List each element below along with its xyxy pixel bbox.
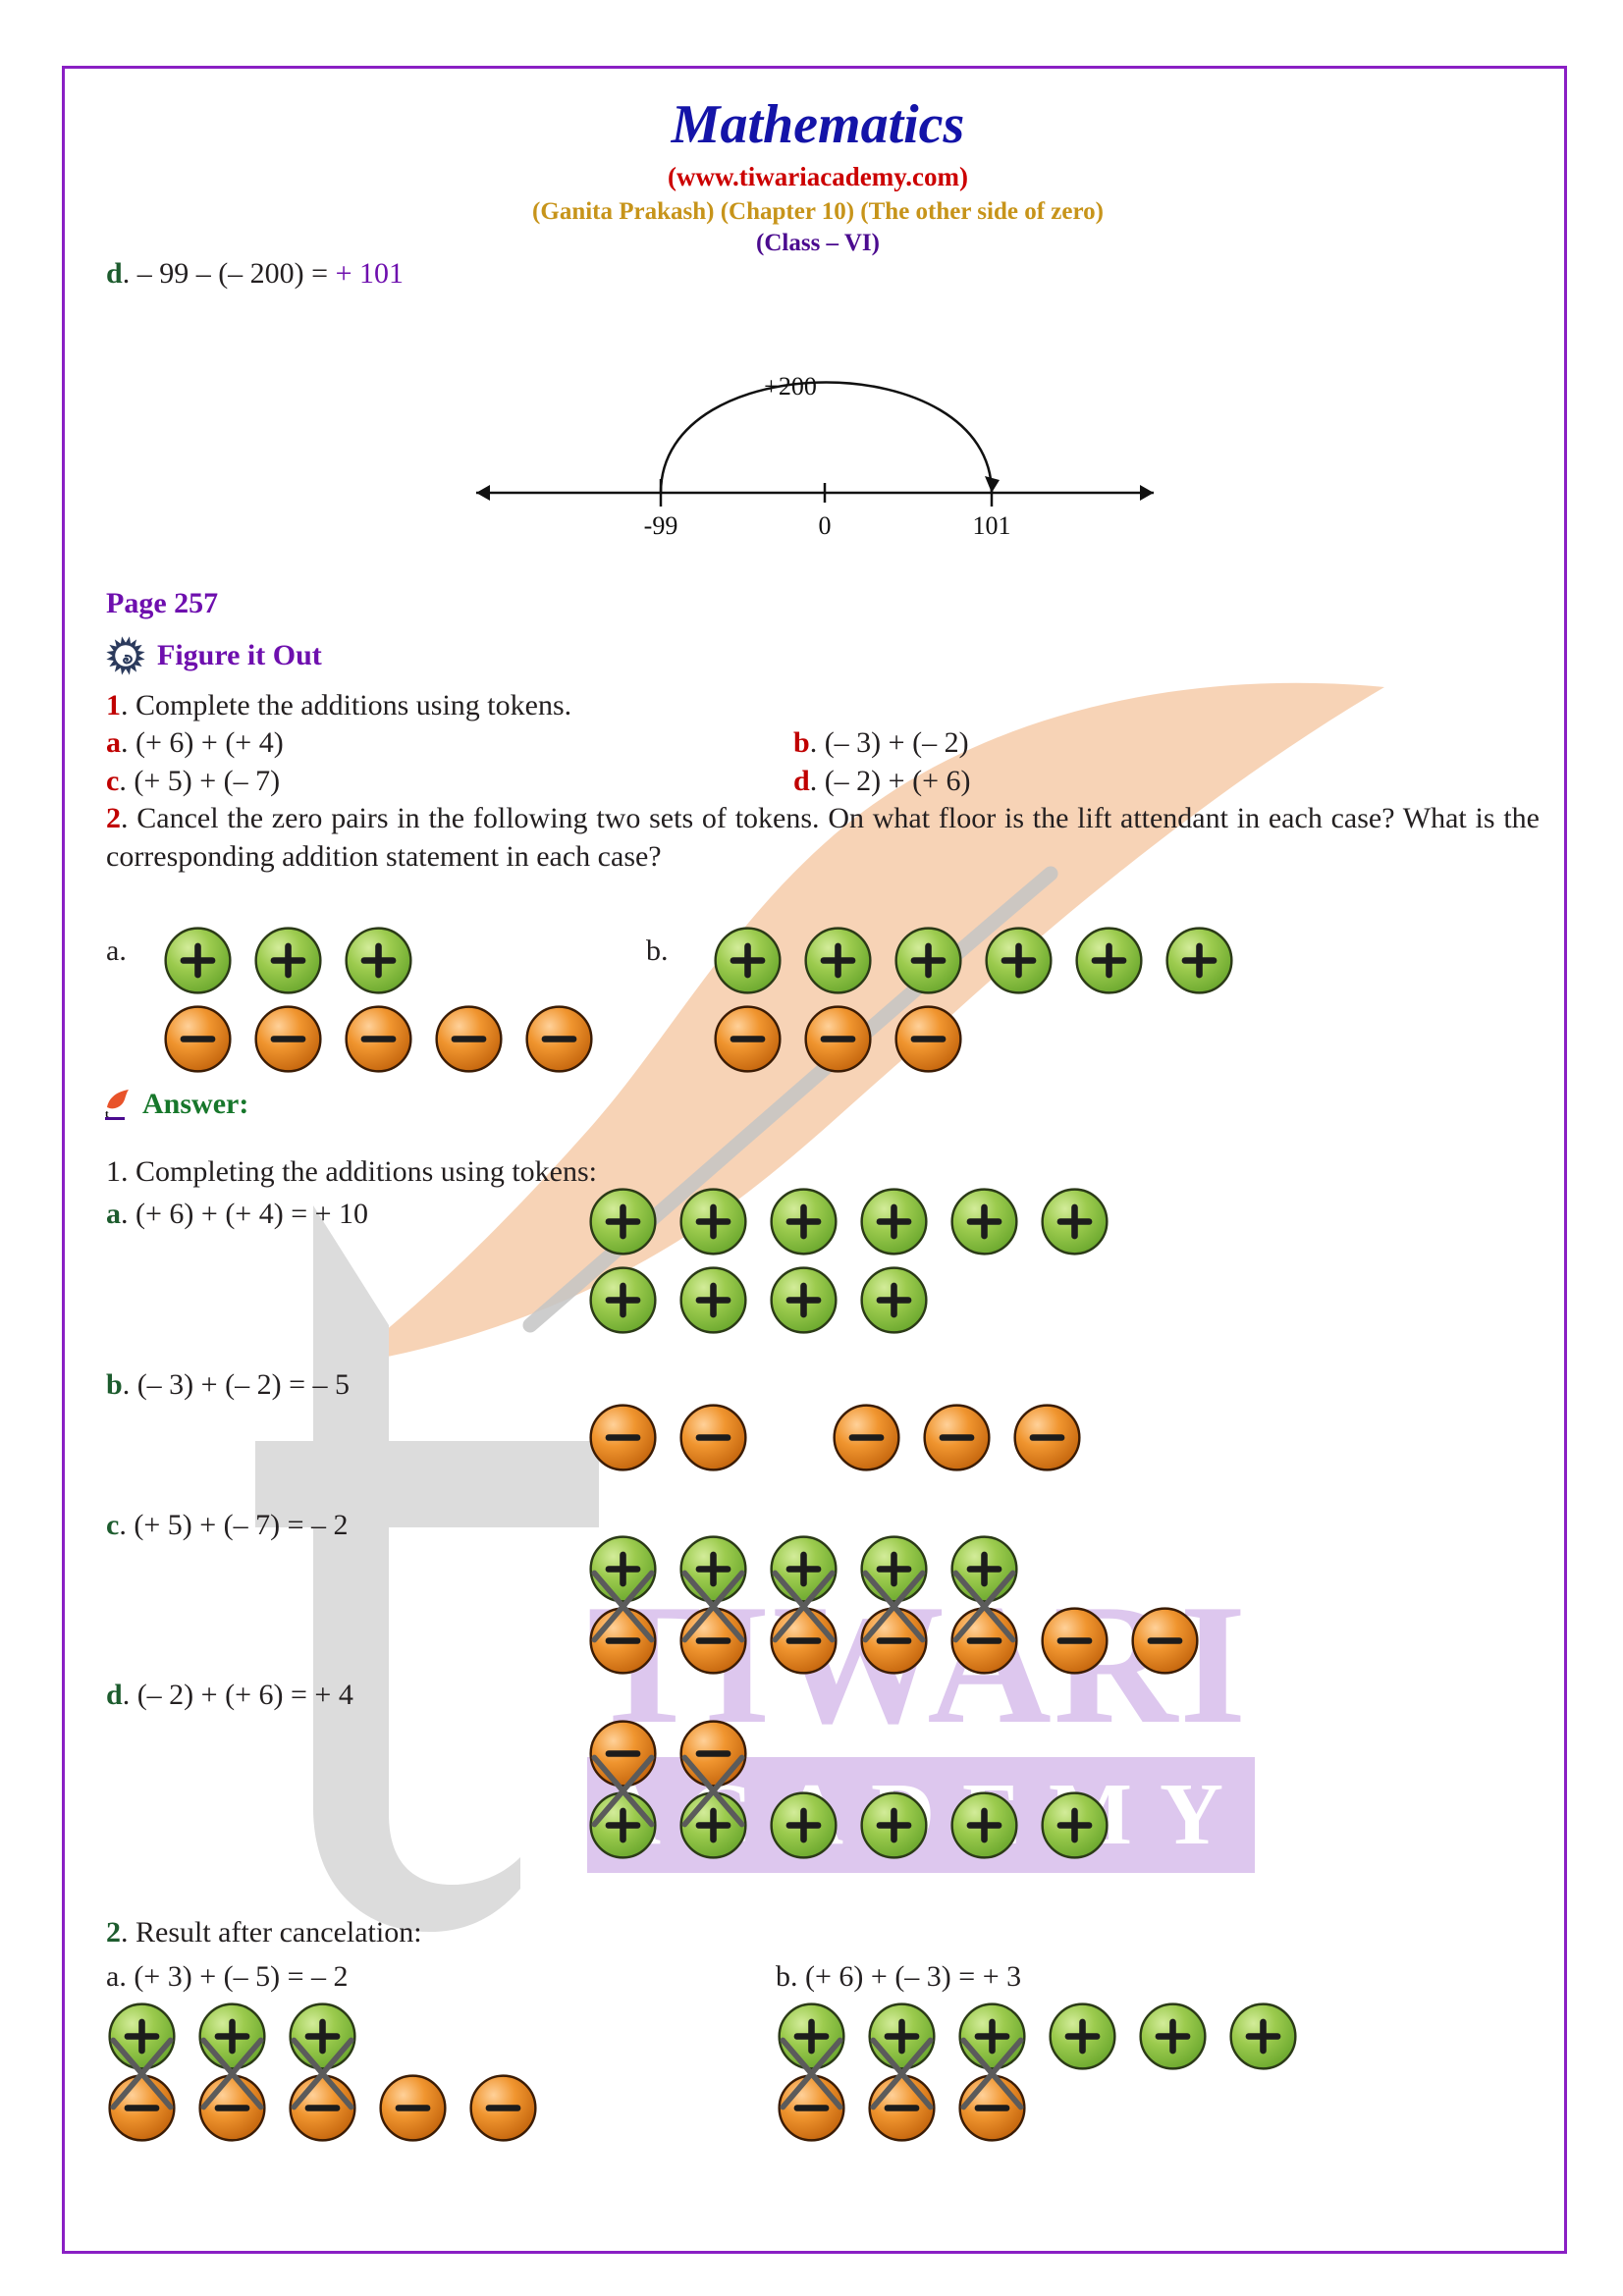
svg-text:0: 0 [819, 511, 832, 540]
svg-text:-99: -99 [644, 511, 678, 540]
svg-text:+200: +200 [764, 372, 817, 400]
svg-text:101: 101 [973, 511, 1011, 540]
